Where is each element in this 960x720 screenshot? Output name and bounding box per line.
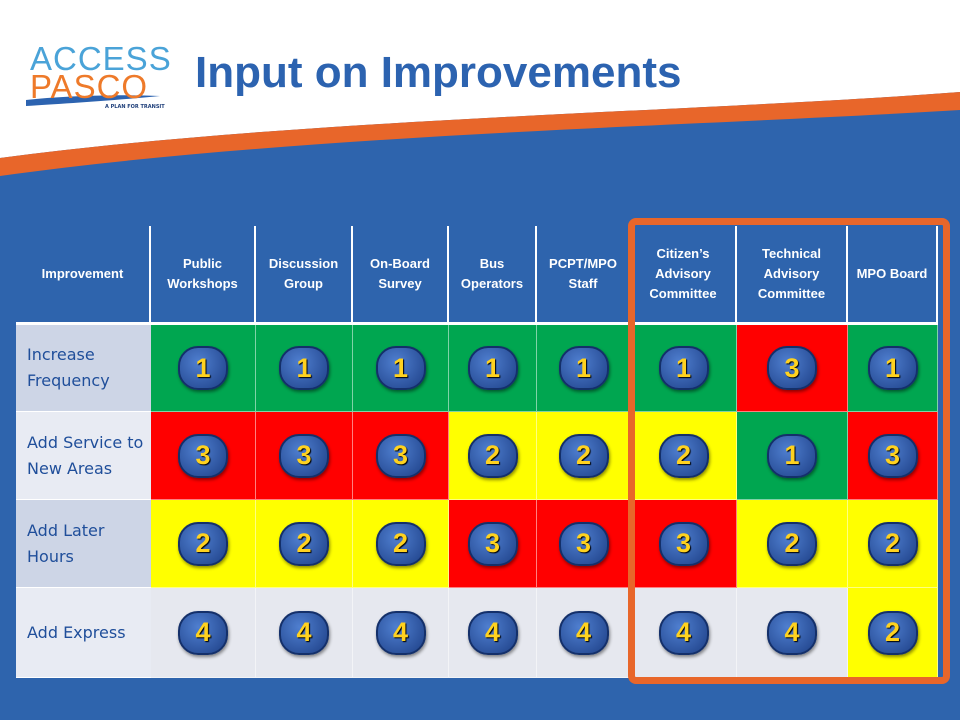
rank-badge: 3 [279,433,329,478]
rank-badge: 4 [558,610,609,655]
row-label: Increase Frequency [16,325,151,412]
logo-text: PASCO [30,68,149,105]
rank-cell: 2 [848,588,938,678]
rank-badge: 1 [375,346,426,390]
rank-badge: 1 [558,346,609,390]
rank-badge: 4 [767,610,817,655]
rank-cell: 1 [848,325,938,412]
rank-badge: 2 [767,521,817,566]
rank-cell: 1 [353,325,449,412]
slide-title: Input on Improvements [195,48,682,97]
rank-badge: 1 [867,346,918,390]
row-label: Add Later Hours [16,500,151,588]
rank-cell: 4 [737,588,848,678]
rank-badge: 4 [375,610,426,655]
rank-cell: 1 [256,325,353,412]
rank-badge: 4 [178,610,228,655]
rank-badge: 2 [867,610,918,655]
column-header: On-Board Survey [353,226,449,325]
column-header: PCPT/MPO Staff [537,226,631,325]
rank-badge: 3 [558,521,609,566]
rank-badge: 1 [658,346,709,390]
rank-badge: 1 [178,346,228,390]
rank-badge: 2 [658,433,709,478]
rank-cell: 2 [256,500,353,588]
rank-cell: 3 [631,500,737,588]
rank-badge: 2 [558,433,609,478]
logo-tagline: A PLAN FOR TRANSIT [105,104,165,110]
rank-cell: 2 [631,412,737,500]
column-header: MPO Board [848,226,938,325]
rank-cell: 3 [537,500,631,588]
rank-cell: 2 [151,500,256,588]
rank-badge: 3 [867,433,918,478]
rank-cell: 3 [737,325,848,412]
rank-cell: 2 [537,412,631,500]
column-header: Improvement [16,226,151,325]
column-header: Discussion Group [256,226,353,325]
rank-cell: 4 [151,588,256,678]
rank-cell: 1 [537,325,631,412]
rank-cell: 4 [256,588,353,678]
rank-cell: 3 [256,412,353,500]
row-label: Add Express [16,588,151,678]
column-header: Technical Advisory Committee [737,226,848,325]
rank-badge: 1 [767,433,817,478]
rank-badge: 3 [767,346,817,390]
column-header: Citizen’s Advisory Committee [631,226,737,325]
rank-badge: 2 [867,521,918,566]
rank-badge: 4 [279,610,329,655]
column-header: Bus Operators [449,226,537,325]
row-label: Add Service to New Areas [16,412,151,500]
rank-cell: 2 [848,500,938,588]
rank-cell: 1 [631,325,737,412]
rank-badge: 2 [178,521,228,566]
rank-cell: 3 [353,412,449,500]
rank-badge: 2 [279,521,329,566]
logo-text: ACCESS [30,40,172,77]
rank-badge: 2 [467,433,518,478]
rank-cell: 2 [737,500,848,588]
rank-cell: 4 [537,588,631,678]
rank-badge: 4 [467,610,518,655]
rank-cell: 3 [848,412,938,500]
rank-badge: 1 [467,346,518,390]
rank-cell: 1 [737,412,848,500]
rank-cell: 2 [449,412,537,500]
rank-badge: 3 [467,521,518,566]
column-header: Public Workshops [151,226,256,325]
rank-badge: 3 [375,433,426,478]
rank-cell: 4 [353,588,449,678]
rank-badge: 1 [279,346,329,390]
rank-cell: 1 [449,325,537,412]
rank-badge: 3 [178,433,228,478]
rank-badge: 4 [658,610,709,655]
rank-cell: 3 [449,500,537,588]
rank-badge: 2 [375,521,426,566]
rank-badge: 3 [658,521,709,566]
highlight-frame [628,218,950,684]
rank-cell: 4 [449,588,537,678]
rank-cell: 4 [631,588,737,678]
rank-cell: 2 [353,500,449,588]
rank-cell: 1 [151,325,256,412]
rank-cell: 3 [151,412,256,500]
